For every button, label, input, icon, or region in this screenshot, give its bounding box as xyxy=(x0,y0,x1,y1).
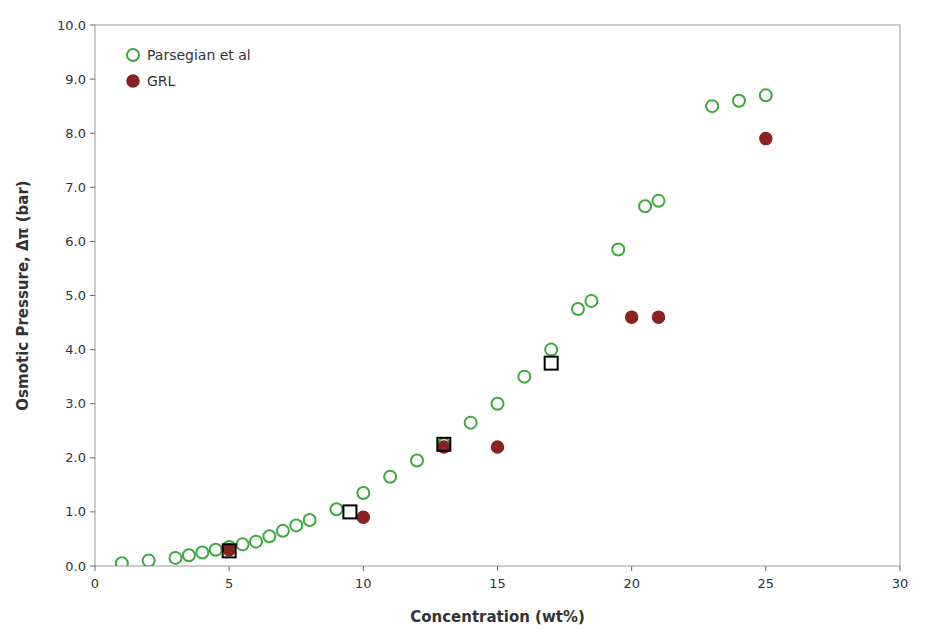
legend-marker xyxy=(127,49,139,61)
x-tick-label: 30 xyxy=(892,576,909,591)
point xyxy=(653,311,665,323)
y-tick xyxy=(90,79,95,80)
point xyxy=(492,398,504,410)
y-tick xyxy=(90,133,95,134)
x-tick xyxy=(363,566,364,571)
point xyxy=(210,544,222,556)
point xyxy=(612,244,624,256)
point xyxy=(706,100,718,112)
x-tick xyxy=(229,566,230,571)
point xyxy=(223,544,235,556)
y-tick xyxy=(90,457,95,458)
axes: 0 5 10 15 20 25 30 0.0 1.0 2.0 3.0 4.0 5.0 6.0 7.0 8.0 9… xyxy=(57,18,908,592)
point xyxy=(183,549,195,561)
y-tick xyxy=(90,403,95,404)
y-tick-label: 8.0 xyxy=(65,126,86,141)
y-tick xyxy=(90,25,95,26)
y-tick-label: 1.0 xyxy=(65,504,86,519)
point xyxy=(143,555,155,566)
background xyxy=(0,0,930,644)
point xyxy=(639,200,651,212)
x-tick-label: 5 xyxy=(225,576,233,591)
x-tick-label: 0 xyxy=(91,576,99,591)
point xyxy=(760,89,772,101)
x-tick xyxy=(497,566,498,571)
point xyxy=(626,311,638,323)
y-tick xyxy=(90,511,95,512)
legend-label: Parsegian et al xyxy=(147,47,251,63)
y-tick-label: 9.0 xyxy=(65,72,86,87)
series xyxy=(223,133,772,556)
point xyxy=(357,511,369,523)
x-tick xyxy=(95,566,96,571)
point xyxy=(304,514,316,526)
y-tick xyxy=(90,241,95,242)
y-tick-label: 5.0 xyxy=(65,288,86,303)
y-tick-label: 4.0 xyxy=(65,342,86,357)
point xyxy=(263,530,275,542)
x-tick-label: 25 xyxy=(758,576,775,591)
x-tick xyxy=(900,566,901,571)
x-axis-label: Concentration (wt%) xyxy=(410,608,585,626)
point xyxy=(760,133,772,145)
chart: 0 5 10 15 20 25 30 0.0 1.0 2.0 3.0 4.0 5.0 6.0 7.0 8.0 9… xyxy=(0,0,930,644)
y-tick xyxy=(90,187,95,188)
point xyxy=(290,519,302,531)
point xyxy=(170,552,182,564)
point xyxy=(545,344,557,356)
x-tick-label: 20 xyxy=(623,576,640,591)
point xyxy=(343,505,356,518)
y-tick-label: 0.0 xyxy=(65,559,86,574)
y-tick-label: 10.0 xyxy=(57,18,86,33)
point xyxy=(250,536,262,548)
y-tick xyxy=(90,566,95,567)
point xyxy=(585,295,597,307)
point xyxy=(653,195,665,207)
point xyxy=(223,544,236,557)
legend: Parsegian et al GRL xyxy=(127,47,251,89)
y-tick-label: 7.0 xyxy=(65,180,86,195)
x-tick xyxy=(631,566,632,571)
y-tick xyxy=(90,349,95,350)
y-tick xyxy=(90,295,95,296)
point xyxy=(437,438,450,451)
legend-marker xyxy=(127,75,139,87)
y-axis-label: Osmotic Pressure, Δπ (bar) xyxy=(14,180,32,410)
legend-label: GRL xyxy=(147,73,176,89)
y-tick-label: 3.0 xyxy=(65,396,86,411)
y-tick-label: 2.0 xyxy=(65,450,86,465)
point xyxy=(277,525,289,537)
point xyxy=(518,371,530,383)
point xyxy=(196,546,208,558)
point xyxy=(411,455,423,467)
y-tick-label: 6.0 xyxy=(65,234,86,249)
plot-frame xyxy=(95,25,900,566)
point xyxy=(733,95,745,107)
point xyxy=(116,557,128,566)
point xyxy=(572,303,584,315)
point xyxy=(331,503,343,515)
x-tick xyxy=(765,566,766,571)
point xyxy=(384,471,396,483)
x-tick-label: 15 xyxy=(489,576,506,591)
point xyxy=(545,357,558,370)
point xyxy=(357,487,369,499)
series xyxy=(223,357,558,558)
series xyxy=(116,89,772,566)
point xyxy=(237,538,249,550)
x-tick-label: 10 xyxy=(355,576,372,591)
point xyxy=(465,417,477,429)
data-area xyxy=(116,89,772,566)
point xyxy=(492,441,504,453)
